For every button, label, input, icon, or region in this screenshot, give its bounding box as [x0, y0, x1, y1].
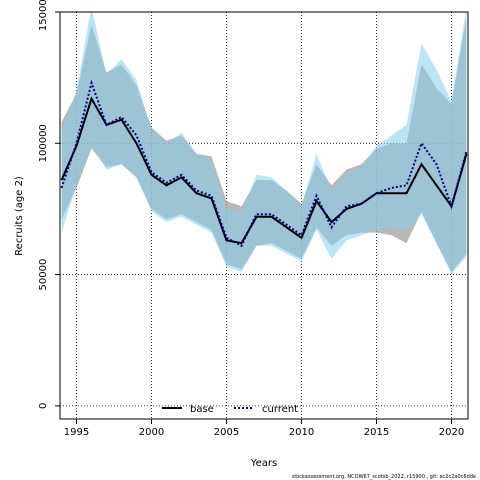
band-current — [61, 12, 467, 275]
x-tick-label-2020: 2020 — [439, 427, 464, 438]
x-axis: 1995 2000 2005 2010 2015 2020 — [64, 419, 464, 438]
legend-base-label: base — [190, 404, 214, 415]
confidence-bands — [61, 12, 467, 275]
y-tick-label-100000: 100000 — [38, 124, 49, 162]
y-tick-label-150000: 150000 — [38, 0, 49, 31]
y-tick-label-50000: 50000 — [38, 259, 49, 291]
y-axis-label: Recruits (age 2) — [14, 176, 25, 256]
legend-current-label: current — [262, 404, 298, 415]
x-tick-label-2010: 2010 — [289, 427, 314, 438]
x-axis-label: Years — [250, 458, 277, 469]
footer-credit: stockassessment.org, NCOW67_scotsb_2022,… — [292, 474, 476, 480]
x-tick-label-2005: 2005 — [214, 427, 239, 438]
y-tick-label-0: 0 — [38, 403, 49, 409]
series-lines — [60, 79, 468, 248]
y-axis: 0 50000 100000 150000 — [38, 0, 60, 409]
x-tick-label-1995: 1995 — [64, 427, 89, 438]
x-tick-label-2015: 2015 — [364, 427, 389, 438]
x-tick-label-2000: 2000 — [139, 427, 164, 438]
line-base — [60, 96, 468, 245]
plot-frame — [59, 11, 469, 420]
legend: base current — [162, 404, 298, 415]
